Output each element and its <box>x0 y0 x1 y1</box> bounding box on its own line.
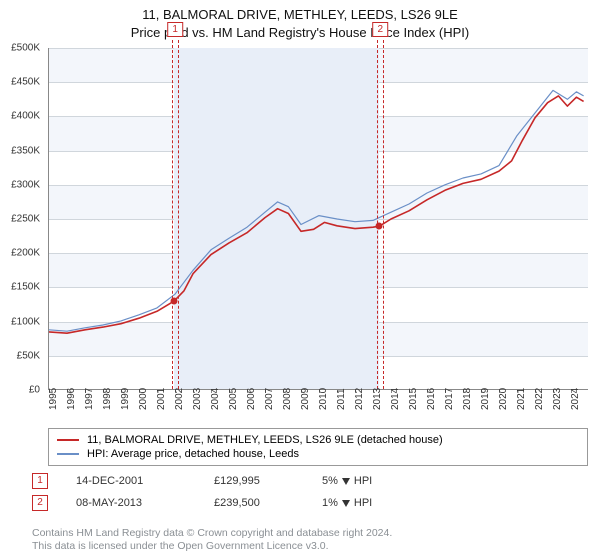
arrow-down-icon <box>342 500 350 507</box>
event-delta-pct: 1% <box>322 497 338 509</box>
arrow-down-icon <box>342 478 350 485</box>
footnote: Contains HM Land Registry data © Crown c… <box>32 527 588 554</box>
y-axis-label: £300K <box>0 179 40 190</box>
y-axis-label: £250K <box>0 214 40 225</box>
event-delta: 5% HPI <box>322 475 412 487</box>
x-axis-label: 2024 <box>570 388 594 410</box>
y-axis-label: £500K <box>0 43 40 54</box>
event-row: 2 08-MAY-2013 £239,500 1% HPI <box>32 492 592 514</box>
chart-area: 12 £0£50K£100K£150K£200K£250K£300K£350K£… <box>48 48 588 418</box>
title-subtitle: Price paid vs. HM Land Registry's House … <box>0 24 600 42</box>
legend-item-subject: 11, BALMORAL DRIVE, METHLEY, LEEDS, LS26… <box>57 433 579 447</box>
legend-label-hpi: HPI: Average price, detached house, Leed… <box>87 448 299 460</box>
plot-region: 12 <box>48 48 588 390</box>
event-badge: 2 <box>32 495 48 511</box>
event-against: HPI <box>354 497 372 509</box>
y-axis-label: £200K <box>0 248 40 259</box>
event-price: £129,995 <box>214 475 294 487</box>
title-address: 11, BALMORAL DRIVE, METHLEY, LEEDS, LS26… <box>0 6 600 24</box>
chart-container: 11, BALMORAL DRIVE, METHLEY, LEEDS, LS26… <box>0 0 600 560</box>
event-against: HPI <box>354 475 372 487</box>
event-price: £239,500 <box>214 497 294 509</box>
legend-item-hpi: HPI: Average price, detached house, Leed… <box>57 447 579 461</box>
y-axis-label: £0 <box>0 385 40 396</box>
legend: 11, BALMORAL DRIVE, METHLEY, LEEDS, LS26… <box>48 428 588 466</box>
event-delta-pct: 5% <box>322 475 338 487</box>
event-delta: 1% HPI <box>322 497 412 509</box>
footnote-line1: Contains HM Land Registry data © Crown c… <box>32 527 392 539</box>
y-axis-label: £50K <box>0 350 40 361</box>
event-badge: 1 <box>32 473 48 489</box>
legend-label-subject: 11, BALMORAL DRIVE, METHLEY, LEEDS, LS26… <box>87 434 443 446</box>
footnote-line2: This data is licensed under the Open Gov… <box>32 540 329 552</box>
line-chart-svg <box>49 48 589 390</box>
y-axis-label: £450K <box>0 77 40 88</box>
event-row: 1 14-DEC-2001 £129,995 5% HPI <box>32 470 592 492</box>
marker-badge: 1 <box>167 22 183 37</box>
y-axis-label: £150K <box>0 282 40 293</box>
marker-badge: 2 <box>373 22 389 37</box>
event-date: 14-DEC-2001 <box>76 475 186 487</box>
price-marker-dot <box>376 223 383 230</box>
y-axis-label: £350K <box>0 145 40 156</box>
price-marker-dot <box>171 298 178 305</box>
y-axis-label: £400K <box>0 111 40 122</box>
y-axis-label: £100K <box>0 316 40 327</box>
legend-swatch-hpi <box>57 453 79 455</box>
events-table: 1 14-DEC-2001 £129,995 5% HPI 2 08-MAY-2… <box>32 470 592 514</box>
titles: 11, BALMORAL DRIVE, METHLEY, LEEDS, LS26… <box>0 0 600 41</box>
event-date: 08-MAY-2013 <box>76 497 186 509</box>
legend-swatch-subject <box>57 439 79 441</box>
